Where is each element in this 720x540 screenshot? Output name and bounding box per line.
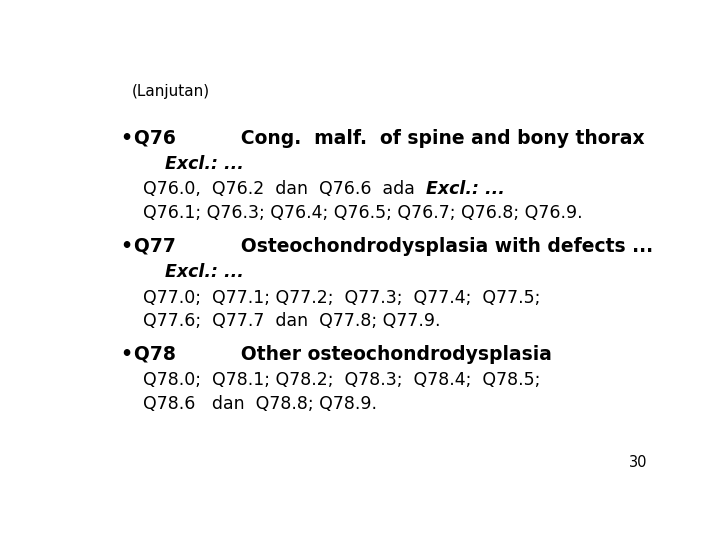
Text: •: • bbox=[121, 346, 132, 365]
Text: Excl.: ...: Excl.: ... bbox=[166, 156, 244, 173]
Text: •: • bbox=[121, 129, 132, 149]
Text: 30: 30 bbox=[629, 455, 647, 470]
Text: Q78.6   dan  Q78.8; Q78.9.: Q78.6 dan Q78.8; Q78.9. bbox=[143, 395, 377, 413]
Text: Q78          Other osteochondrodysplasia: Q78 Other osteochondrodysplasia bbox=[133, 346, 552, 365]
Text: Q77.0;  Q77.1; Q77.2;  Q77.3;  Q77.4;  Q77.5;: Q77.0; Q77.1; Q77.2; Q77.3; Q77.4; Q77.5… bbox=[143, 288, 541, 307]
Text: Excl.: ...: Excl.: ... bbox=[166, 263, 244, 281]
Text: Q76.1; Q76.3; Q76.4; Q76.5; Q76.7; Q76.8; Q76.9.: Q76.1; Q76.3; Q76.4; Q76.5; Q76.7; Q76.8… bbox=[143, 204, 582, 222]
Text: Q76          Cong.  malf.  of spine and bony thorax: Q76 Cong. malf. of spine and bony thorax bbox=[133, 129, 644, 149]
Text: Q76.0,  Q76.2  dan  Q76.6  ada: Q76.0, Q76.2 dan Q76.6 ada bbox=[143, 180, 426, 198]
Text: Q77.6;  Q77.7  dan  Q77.8; Q77.9.: Q77.6; Q77.7 dan Q77.8; Q77.9. bbox=[143, 312, 441, 330]
Text: Q78.0;  Q78.1; Q78.2;  Q78.3;  Q78.4;  Q78.5;: Q78.0; Q78.1; Q78.2; Q78.3; Q78.4; Q78.5… bbox=[143, 371, 541, 389]
Text: Q77          Osteochondrodysplasia with defects ...: Q77 Osteochondrodysplasia with defects .… bbox=[133, 238, 652, 256]
Text: Excl.: ...: Excl.: ... bbox=[426, 180, 505, 198]
Text: •: • bbox=[121, 238, 132, 256]
Text: (Lanjutan): (Lanjutan) bbox=[132, 84, 210, 98]
